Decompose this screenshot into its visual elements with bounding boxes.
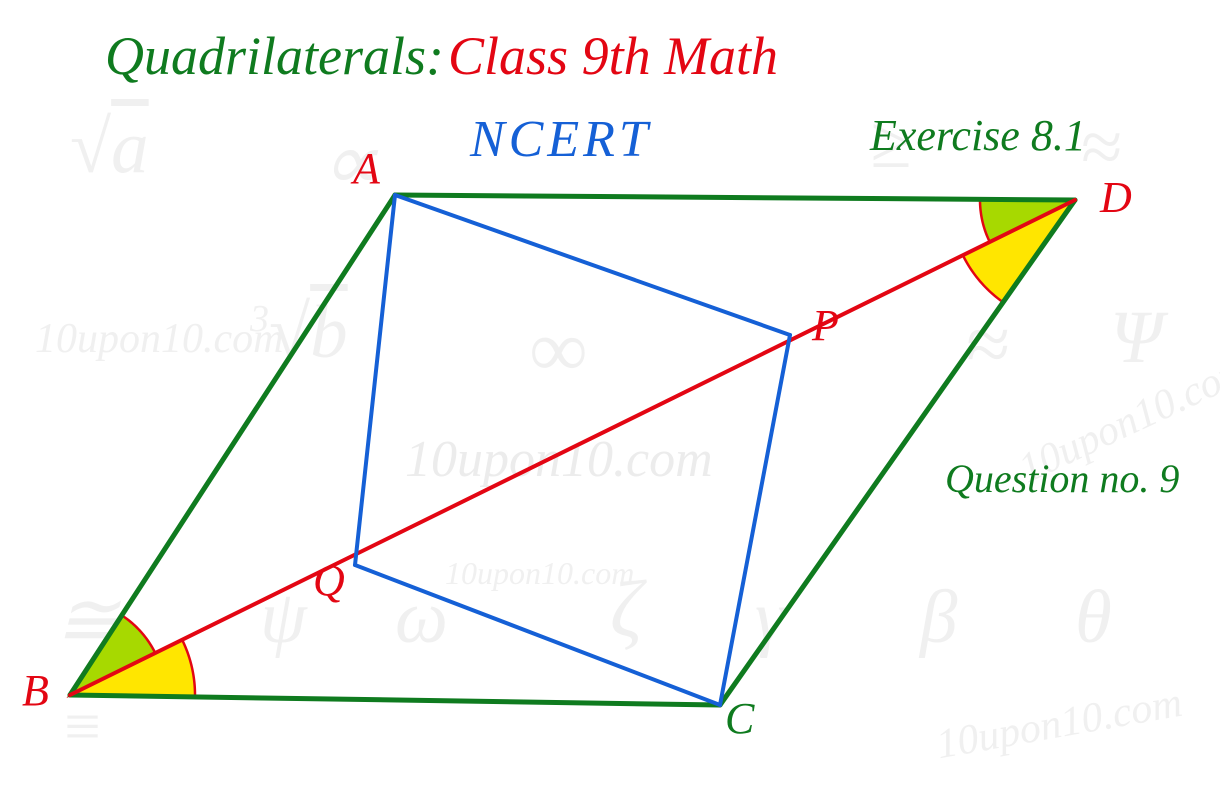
vertex-label-B: B xyxy=(22,666,49,715)
edge-D-A xyxy=(395,195,1075,200)
edge-P-C xyxy=(720,335,790,705)
edge-C-Q xyxy=(355,565,720,705)
edge-B-C xyxy=(70,695,720,705)
edge-B-D xyxy=(70,200,1075,695)
vertex-label-A: A xyxy=(350,144,381,193)
vertex-label-C: C xyxy=(725,694,755,743)
edge-A-P xyxy=(395,195,790,335)
geometry-diagram: A B C D P Q xyxy=(0,0,1220,800)
vertex-label-Q: Q xyxy=(313,556,345,605)
vertex-label-P: P xyxy=(811,301,839,350)
vertex-label-D: D xyxy=(1099,173,1132,222)
edge-C-D xyxy=(720,200,1075,705)
edge-A-B xyxy=(70,195,395,695)
